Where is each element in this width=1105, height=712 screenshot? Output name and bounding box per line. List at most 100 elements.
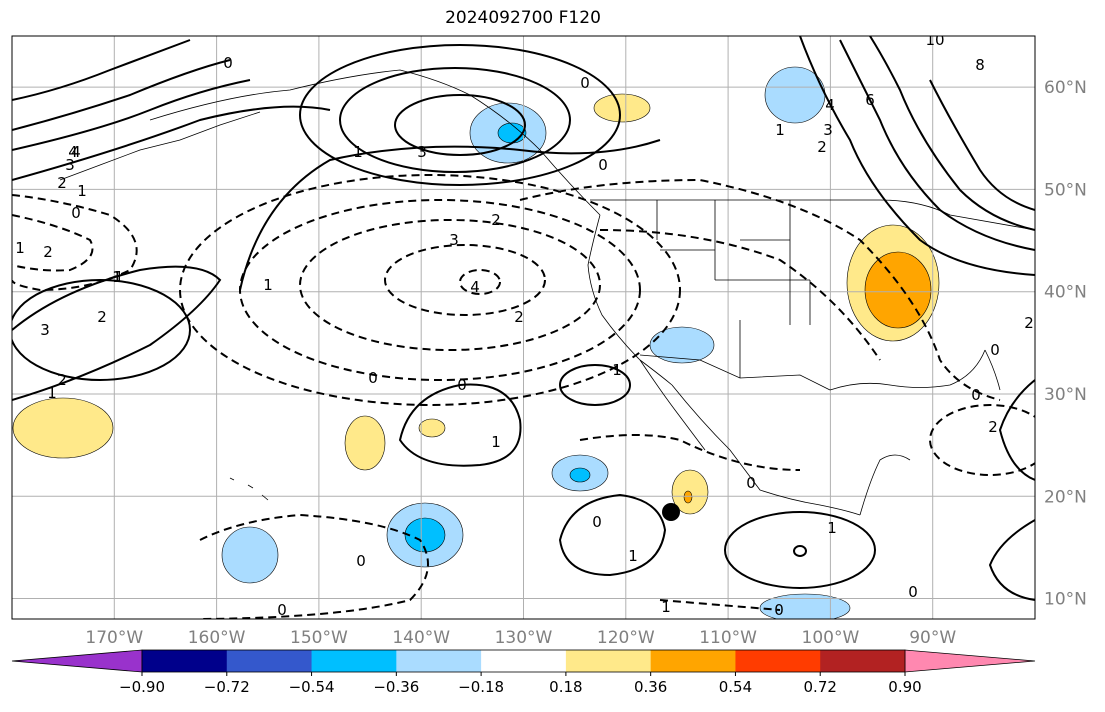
shaded-anomaly bbox=[683, 490, 693, 504]
contour-label: 0 bbox=[990, 341, 1000, 359]
state-lines bbox=[656, 200, 811, 378]
colorbar-tick-label: 0.72 bbox=[804, 678, 837, 696]
shaded-anomaly bbox=[593, 93, 651, 123]
west-pacific-high bbox=[12, 279, 191, 381]
ne-pacific-trough-2 bbox=[239, 199, 641, 381]
colorbar-tick-label: −0.72 bbox=[204, 678, 250, 696]
contours-dashed bbox=[12, 174, 1035, 619]
colorbar-segment bbox=[735, 650, 821, 672]
contour-label: 4 bbox=[825, 96, 835, 114]
contour-label: 1 bbox=[775, 121, 785, 139]
sw-low-ring bbox=[559, 364, 631, 406]
alaska-high-outer bbox=[299, 44, 621, 186]
contour-label: 1 bbox=[827, 519, 837, 537]
contour-label: 0 bbox=[598, 156, 608, 174]
coastlines bbox=[59, 69, 1035, 516]
lon-tick-label: 100°W bbox=[802, 628, 860, 648]
contour-label: 0 bbox=[746, 474, 756, 492]
colorbar-segment bbox=[396, 650, 482, 672]
colorbar-tick-label: −0.36 bbox=[373, 678, 419, 696]
colorbar-tick-label: −0.54 bbox=[289, 678, 335, 696]
shading-layer bbox=[12, 66, 940, 619]
colorbar-tick-label: 0.54 bbox=[719, 678, 752, 696]
colorbar-extend-high bbox=[904, 649, 1036, 673]
shaded-anomaly bbox=[759, 593, 851, 619]
contour-label: 3 bbox=[417, 143, 427, 161]
colorbar-tick-label: 0.18 bbox=[549, 678, 582, 696]
contour-label: 3 bbox=[823, 121, 833, 139]
contour-label: 0 bbox=[71, 204, 81, 222]
colorbar-segment bbox=[565, 650, 652, 672]
contour-label: 3 bbox=[65, 156, 75, 174]
contour-label: 4 bbox=[470, 278, 480, 296]
lon-tick-label: 160°W bbox=[188, 628, 246, 648]
contour-label: 0 bbox=[908, 583, 918, 601]
contour-label: 8 bbox=[975, 56, 985, 74]
contour-label: 0 bbox=[223, 54, 233, 72]
contour-label: 0 bbox=[971, 386, 981, 404]
shaded-anomaly bbox=[221, 526, 279, 584]
contour-label: 3 bbox=[449, 231, 459, 249]
contour-label: 4 bbox=[71, 143, 81, 161]
lat-tick-label: 60°N bbox=[1044, 78, 1087, 98]
colorbar-segment bbox=[481, 650, 567, 672]
map-frame bbox=[11, 35, 1036, 620]
tropical-ring bbox=[558, 493, 667, 577]
contour-label: 2 bbox=[57, 371, 67, 389]
contour-label: 0 bbox=[592, 513, 602, 531]
lat-tick-label: 50°N bbox=[1044, 180, 1087, 200]
contour-label: 1 bbox=[15, 239, 25, 257]
map-title: 2024092700 F120 bbox=[445, 8, 601, 28]
contour-label: 2 bbox=[988, 418, 998, 436]
ne-pacific-trough-1 bbox=[179, 174, 681, 406]
contour-label: 3 bbox=[40, 321, 50, 339]
lat-tick-label: 20°N bbox=[1044, 487, 1087, 507]
contour-label: 2 bbox=[817, 138, 827, 156]
colorbar-tick-label: 0.36 bbox=[634, 678, 667, 696]
contour-label: 0 bbox=[277, 601, 287, 619]
lat-tick-label: 10°N bbox=[1044, 590, 1087, 610]
contour-label: 2 bbox=[43, 243, 53, 261]
lon-tick-label: 150°W bbox=[290, 628, 348, 648]
central-pacific-ring bbox=[398, 383, 522, 467]
alaska-high-mid bbox=[339, 67, 571, 173]
lon-tick-label: 110°W bbox=[699, 628, 757, 648]
lon-tick-label: 90°W bbox=[909, 628, 956, 648]
lon-tick-label: 120°W bbox=[597, 628, 655, 648]
gridlines bbox=[12, 36, 1035, 619]
shaded-anomaly bbox=[569, 467, 591, 483]
contour-label: 0 bbox=[580, 74, 590, 92]
shaded-anomaly bbox=[344, 415, 386, 471]
florida bbox=[984, 349, 1001, 391]
canada-border bbox=[590, 199, 1035, 231]
shaded-anomaly bbox=[12, 397, 114, 459]
contour-label: 0 bbox=[457, 376, 467, 394]
contour-label: 1 bbox=[491, 433, 501, 451]
aleutian-islands bbox=[59, 111, 261, 181]
contour-label: 0 bbox=[356, 552, 366, 570]
contour-label: 0 bbox=[774, 601, 784, 619]
contour-label: 6 bbox=[865, 91, 875, 109]
ne-pacific-trough-4 bbox=[384, 244, 546, 316]
ne-pacific-trough-5 bbox=[459, 269, 501, 295]
contour-label: 1 bbox=[353, 143, 363, 161]
lon-tick-label: 140°W bbox=[392, 628, 450, 648]
contour-label: 1 bbox=[112, 268, 122, 286]
contours-solid bbox=[12, 36, 1035, 601]
baja-california bbox=[639, 359, 706, 451]
shaded-anomaly bbox=[649, 326, 715, 364]
contour-label: 2 bbox=[57, 174, 67, 192]
colorbar-segment bbox=[142, 650, 228, 672]
gulf-low bbox=[929, 404, 1035, 476]
alaska-coast bbox=[149, 69, 601, 216]
contour-label: 1 bbox=[47, 384, 57, 402]
lon-tick-label: 130°W bbox=[495, 628, 553, 648]
contour-label: 1 bbox=[77, 182, 87, 200]
latitude-labels: 10°N 20°N 30°N 40°N 50°N 60°N bbox=[1044, 78, 1087, 609]
contour-label: 1 bbox=[661, 598, 671, 616]
ne-pacific-trough-3 bbox=[299, 219, 601, 351]
contour-label: 1 bbox=[114, 268, 124, 286]
west-coast-us bbox=[587, 214, 673, 386]
